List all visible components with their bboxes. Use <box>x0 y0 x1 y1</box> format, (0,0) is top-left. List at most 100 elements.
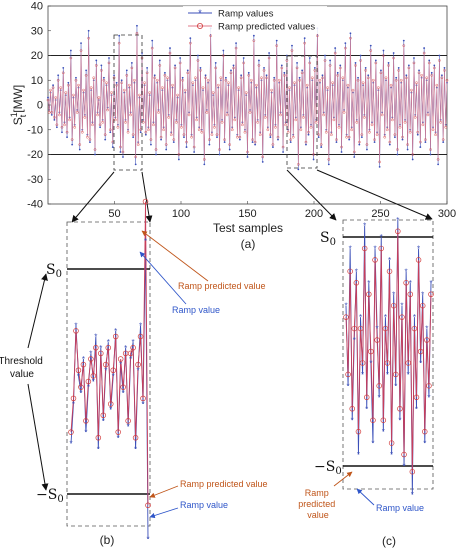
pred-point-29 <box>83 116 87 119</box>
ramp-point-41 <box>99 126 101 129</box>
ramp-point-297 <box>424 141 427 144</box>
pred-point-81 <box>149 138 153 141</box>
series-b-ramp-point-31: * <box>146 535 149 544</box>
ramp-point-308 <box>438 54 441 57</box>
pred-point-145 <box>230 128 234 132</box>
ramp-point-192 <box>291 44 293 47</box>
pred-point-230 <box>338 66 342 70</box>
ramp-point-77 <box>144 133 147 136</box>
threshold-label-word2: value <box>10 369 34 380</box>
ramp-point-54 <box>115 81 118 84</box>
pred-point-118 <box>196 59 200 62</box>
series-c-ramp-point-41: * <box>429 279 432 288</box>
series-b-ramp-point-24: * <box>129 355 132 364</box>
series-c-ramp-point-24: * <box>394 382 397 391</box>
series-c-pred-point-4 <box>351 325 358 332</box>
ramp-point-56 <box>118 34 121 37</box>
series-group <box>46 24 449 171</box>
ramp-point-44 <box>103 76 105 79</box>
series-c-ramp-point-2: * <box>349 244 352 253</box>
x-tick-2: 150 <box>238 208 256 220</box>
pred-point-227 <box>335 138 338 141</box>
pred-point-257 <box>373 138 376 141</box>
pred-point-128 <box>209 34 212 38</box>
pred-point-39 <box>96 113 99 117</box>
series-b-ramp-point-30: * <box>144 237 147 246</box>
ramp-point-172 <box>265 74 268 77</box>
ramp-point-112 <box>189 37 192 40</box>
ramp-point-57 <box>119 151 122 153</box>
y-axis-sub: t <box>18 114 28 117</box>
pred-point-99 <box>172 138 176 141</box>
pred-point-108 <box>183 88 187 92</box>
pred-point-283 <box>406 143 409 146</box>
ramp-point-169 <box>261 161 264 163</box>
legend-label-ramp: Ramp values <box>218 9 274 20</box>
y-tick-1: 30 <box>31 25 43 37</box>
pred-point-208 <box>311 76 314 80</box>
series-c-ramp-point-28: * <box>402 462 405 471</box>
pred-point-280 <box>402 44 406 47</box>
ramp-point-258 <box>374 59 377 62</box>
ramp-point-158 <box>247 71 250 74</box>
pred-point-151 <box>238 135 242 139</box>
series-c-ramp-point-7: * <box>359 313 362 322</box>
pred-point-236 <box>346 83 350 87</box>
series-c-ramp-point-17: * <box>380 233 383 242</box>
series-c-pred-point-27 <box>399 314 405 320</box>
zoom-b-series: ******************************** <box>68 198 151 544</box>
pred-point-215 <box>319 143 323 146</box>
series-c-pred-point-33 <box>411 325 418 332</box>
ramp-point-230 <box>339 64 342 67</box>
pred-point-182 <box>277 78 281 82</box>
pred-point-262 <box>379 71 383 75</box>
pred-point-27 <box>81 130 84 134</box>
threshold-arrow-down <box>27 383 49 491</box>
ramp-point-30 <box>85 69 88 72</box>
y-tick-8: -40 <box>27 199 43 211</box>
pred-point-30 <box>84 74 88 77</box>
series-c-pred-point-1 <box>345 371 351 378</box>
pred-point-260 <box>377 86 380 89</box>
ramp-point-143 <box>228 148 231 151</box>
ramp-point-81 <box>150 143 152 146</box>
series-b-pred-point-21 <box>120 384 126 390</box>
pred-point-103 <box>177 153 181 156</box>
ramp-point-74 <box>141 52 143 54</box>
y-tick-3: 10 <box>31 75 43 87</box>
series-b-pred-point-6 <box>83 418 89 424</box>
series-b-pred-point-13 <box>100 412 107 419</box>
pred-point-205 <box>307 130 310 134</box>
series-c-pred-point-8 <box>359 360 366 366</box>
panel-a-label: (a) <box>241 237 256 251</box>
pred-point-35 <box>91 123 94 127</box>
pred-point-289 <box>413 116 417 119</box>
pred-point-109 <box>185 140 188 144</box>
series-b-ramp-point-14: * <box>104 366 107 375</box>
pred-point-13 <box>63 123 66 127</box>
ramp-point-163 <box>254 143 257 146</box>
ramp-point-59 <box>122 156 124 158</box>
series-b-pred-point-19 <box>115 429 121 435</box>
zoom-arrow-c-right <box>316 169 433 220</box>
pred-point-264 <box>382 54 385 57</box>
series-c-ramp-point-15: * <box>376 325 379 334</box>
pred-point-204 <box>305 83 309 87</box>
pred-point-253 <box>368 130 371 134</box>
x-tick-labels: 50 100 150 200 250 300 <box>108 201 456 220</box>
ramp-point-93 <box>165 148 168 151</box>
zoom-b-s0-neg: −S0 <box>36 487 64 505</box>
pred-point-143 <box>228 143 232 146</box>
ramp-point-250 <box>364 66 367 69</box>
ramp-point-139 <box>223 141 226 144</box>
series-b-pred-point-11 <box>95 435 102 441</box>
ramp-point-244 <box>357 76 359 79</box>
pred-point-57 <box>119 145 122 149</box>
pred-point-97 <box>169 133 173 136</box>
pred-point-45 <box>103 133 107 136</box>
pred-point-304 <box>432 66 436 70</box>
ramp-point-157 <box>246 156 249 158</box>
ramp-point-19 <box>71 143 74 146</box>
pred-point-140 <box>224 78 228 82</box>
pred-point-94 <box>166 76 169 80</box>
